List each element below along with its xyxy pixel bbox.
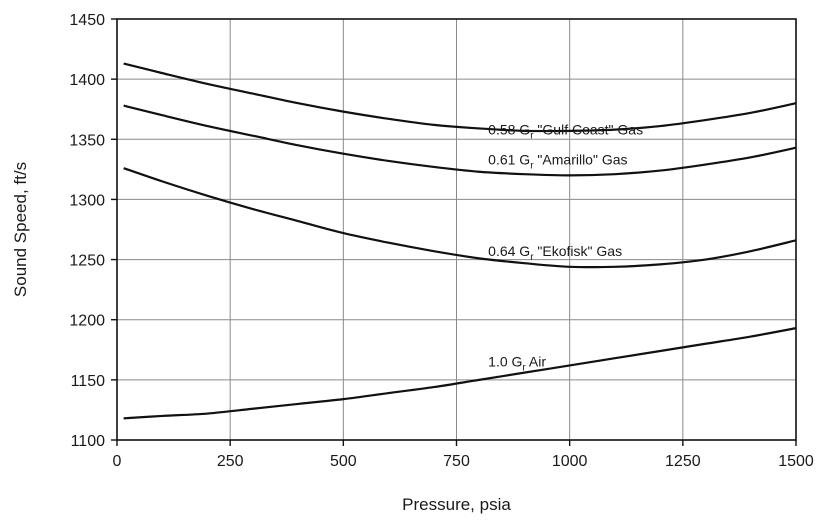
series-label: 0.64 Gr "Ekofisk" Gas (488, 243, 622, 263)
series-labels: 0.58 Gr "Gulf Coast" Gas 0.61 Gr "Amarill… (488, 121, 643, 373)
y-tick-label: 1400 (69, 72, 105, 89)
x-tick-label: 1000 (552, 453, 588, 470)
x-tick-label: 250 (217, 453, 244, 470)
series-lines (123, 62, 797, 420)
y-tick-label: 1250 (69, 253, 105, 270)
plot-frame (116, 18, 797, 441)
series-line (123, 167, 797, 269)
series-label: 0.61 Gr "Amarillo" Gas (488, 152, 627, 172)
x-tick-label: 750 (443, 453, 470, 470)
y-tick-label: 1350 (69, 132, 105, 149)
x-axis-title: Pressure, psia (402, 495, 511, 514)
y-tick-label: 1150 (71, 373, 106, 390)
x-tick-label: 1250 (665, 453, 701, 470)
grid (117, 19, 796, 440)
x-tick-label: 1500 (778, 453, 814, 470)
x-tick-label: 500 (330, 453, 357, 470)
series-label: 0.58 Gr "Gulf Coast" Gas (488, 121, 643, 141)
series-line (123, 327, 797, 420)
series-line (123, 104, 797, 177)
series-label: 1.0 Gr Air (488, 354, 546, 374)
series-line (123, 62, 797, 133)
y-tick-label: 1300 (69, 192, 105, 209)
axis-ticks: 0 250 500 750 1000 1250 1500 1100 1150 1200 1250 13… (69, 12, 813, 470)
y-tick-label: 1200 (69, 313, 105, 330)
x-tick-label: 0 (113, 453, 122, 470)
y-tick-label: 1450 (69, 12, 105, 29)
y-tick-label: 1100 (71, 433, 106, 450)
y-axis-title: Sound Speed, ft/s (11, 162, 30, 297)
